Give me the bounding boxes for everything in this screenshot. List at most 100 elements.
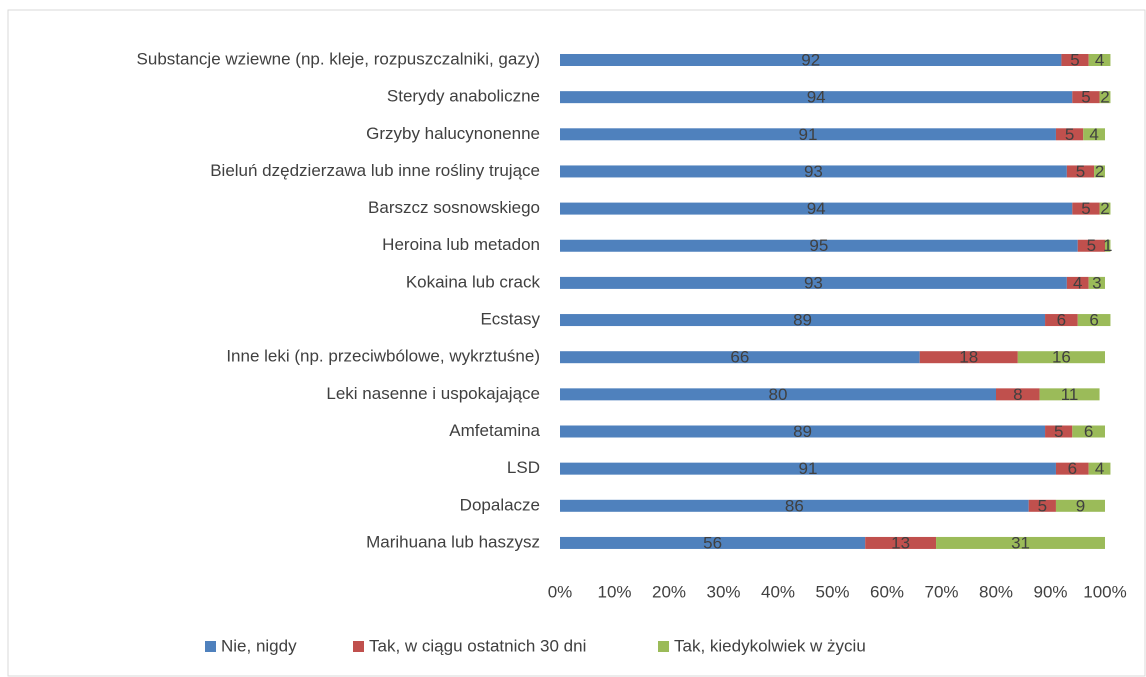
data-label: 1 (1103, 236, 1112, 255)
bar-segment (560, 314, 1046, 327)
x-tick-label: 90% (1033, 582, 1067, 601)
bar-segment (1055, 128, 1084, 141)
data-label: 6 (1089, 311, 1098, 330)
bar-segment (1105, 239, 1111, 252)
data-label: 18 (959, 348, 978, 367)
data-label: 8 (1013, 385, 1022, 404)
bar-segment (560, 128, 1056, 141)
x-tick-label: 50% (815, 582, 849, 601)
y-tick-label: Sterydy anaboliczne (387, 87, 540, 106)
bar-segment (1045, 425, 1073, 438)
bar-segment (1039, 388, 1100, 401)
data-label: 6 (1068, 459, 1077, 478)
y-tick-label: Leki nasenne i uspokajające (326, 384, 540, 403)
legend-label: Tak, w ciągu ostatnich 30 dni (369, 636, 586, 655)
x-tick-label: 80% (979, 582, 1013, 601)
data-label: 91 (799, 459, 818, 478)
bar-segment (560, 499, 1029, 512)
data-label: 9 (1076, 496, 1085, 515)
data-label: 4 (1089, 125, 1098, 144)
data-label: 5 (1087, 236, 1096, 255)
bar-segment (560, 536, 866, 549)
bar-segment (560, 165, 1067, 178)
data-label: 66 (730, 348, 749, 367)
y-tick-label: Dopalacze (460, 495, 540, 514)
bar-segment (560, 425, 1046, 438)
data-label: 5 (1038, 496, 1047, 515)
legend-swatch (353, 641, 364, 652)
y-tick-label: Bieluń dzędzierzawa lub inne rośliny tru… (210, 161, 540, 180)
x-tick-label: 70% (924, 582, 958, 601)
bar-segment (560, 54, 1062, 66)
legend-label: Nie, nigdy (221, 636, 297, 655)
data-label: 93 (804, 273, 823, 292)
bar-segment (1072, 202, 1100, 215)
bar-segment (1088, 462, 1111, 475)
data-label: 5 (1076, 162, 1085, 181)
data-label: 86 (785, 496, 804, 515)
data-label: 5 (1081, 88, 1090, 107)
data-label: 6 (1084, 422, 1093, 441)
y-tick-label: Kokaina lub crack (406, 272, 541, 291)
chart-frame (7, 9, 1146, 677)
data-label: 4 (1095, 50, 1104, 69)
bar-segment (1099, 91, 1111, 104)
data-label: 3 (1092, 273, 1101, 292)
data-label: 6 (1057, 311, 1066, 330)
data-label: 95 (809, 236, 828, 255)
data-label: 94 (807, 88, 826, 107)
bar-segment (1094, 165, 1105, 178)
y-tick-label: Grzyby halucynonenne (366, 124, 540, 143)
legend-label: Tak, kiedykolwiek w życiu (674, 636, 866, 655)
data-label: 93 (804, 162, 823, 181)
bar-segment (560, 388, 996, 401)
bar-segment (560, 202, 1073, 215)
bar-segment (1072, 91, 1100, 104)
x-tick-label: 40% (761, 582, 795, 601)
bar-segment (560, 351, 920, 364)
data-label: 92 (801, 50, 820, 69)
x-tick-label: 10% (597, 582, 631, 601)
y-tick-label: Heroina lub metadon (382, 235, 540, 254)
y-tick-label: Inne leki (np. przeciwbólowe, wykrztuśne… (226, 347, 540, 366)
bar-segment (1066, 276, 1089, 289)
data-label: 89 (793, 311, 812, 330)
bar-segment (1077, 239, 1105, 252)
bar-segment (1088, 276, 1105, 289)
bar-segment (1077, 314, 1111, 327)
x-tick-label: 30% (706, 582, 740, 601)
legend-swatch (658, 641, 669, 652)
data-label: 2 (1100, 199, 1109, 218)
bar-segment (1088, 54, 1111, 66)
legend-swatch (205, 641, 216, 652)
bar-segment (1061, 54, 1089, 66)
y-tick-label: LSD (507, 458, 540, 477)
data-label: 5 (1054, 422, 1063, 441)
data-label: 2 (1095, 162, 1104, 181)
bar-segment (1072, 425, 1105, 438)
data-label: 80 (769, 385, 788, 404)
bar-segment (996, 388, 1040, 401)
bar-segment (1045, 314, 1078, 327)
data-label: 13 (891, 533, 910, 552)
y-tick-label: Substancje wziewne (np. kleje, rozpuszcz… (137, 49, 540, 68)
x-tick-label: 0% (548, 582, 573, 601)
bar-segment (560, 276, 1067, 289)
data-label: 11 (1061, 385, 1079, 404)
data-label: 94 (807, 199, 826, 218)
bar-segment (936, 536, 1105, 549)
x-tick-label: 20% (652, 582, 686, 601)
data-label: 5 (1070, 50, 1079, 69)
data-label: 31 (1011, 533, 1030, 552)
bar-segment (1083, 128, 1105, 141)
data-label: 4 (1095, 459, 1104, 478)
bar-segment (1055, 462, 1089, 475)
bar-segment (919, 351, 1018, 364)
y-tick-label: Marihuana lub haszysz (366, 532, 540, 551)
bar-segment (1055, 499, 1105, 512)
data-label: 16 (1052, 348, 1071, 367)
bar-segment (1017, 351, 1105, 364)
data-label: 4 (1073, 273, 1082, 292)
